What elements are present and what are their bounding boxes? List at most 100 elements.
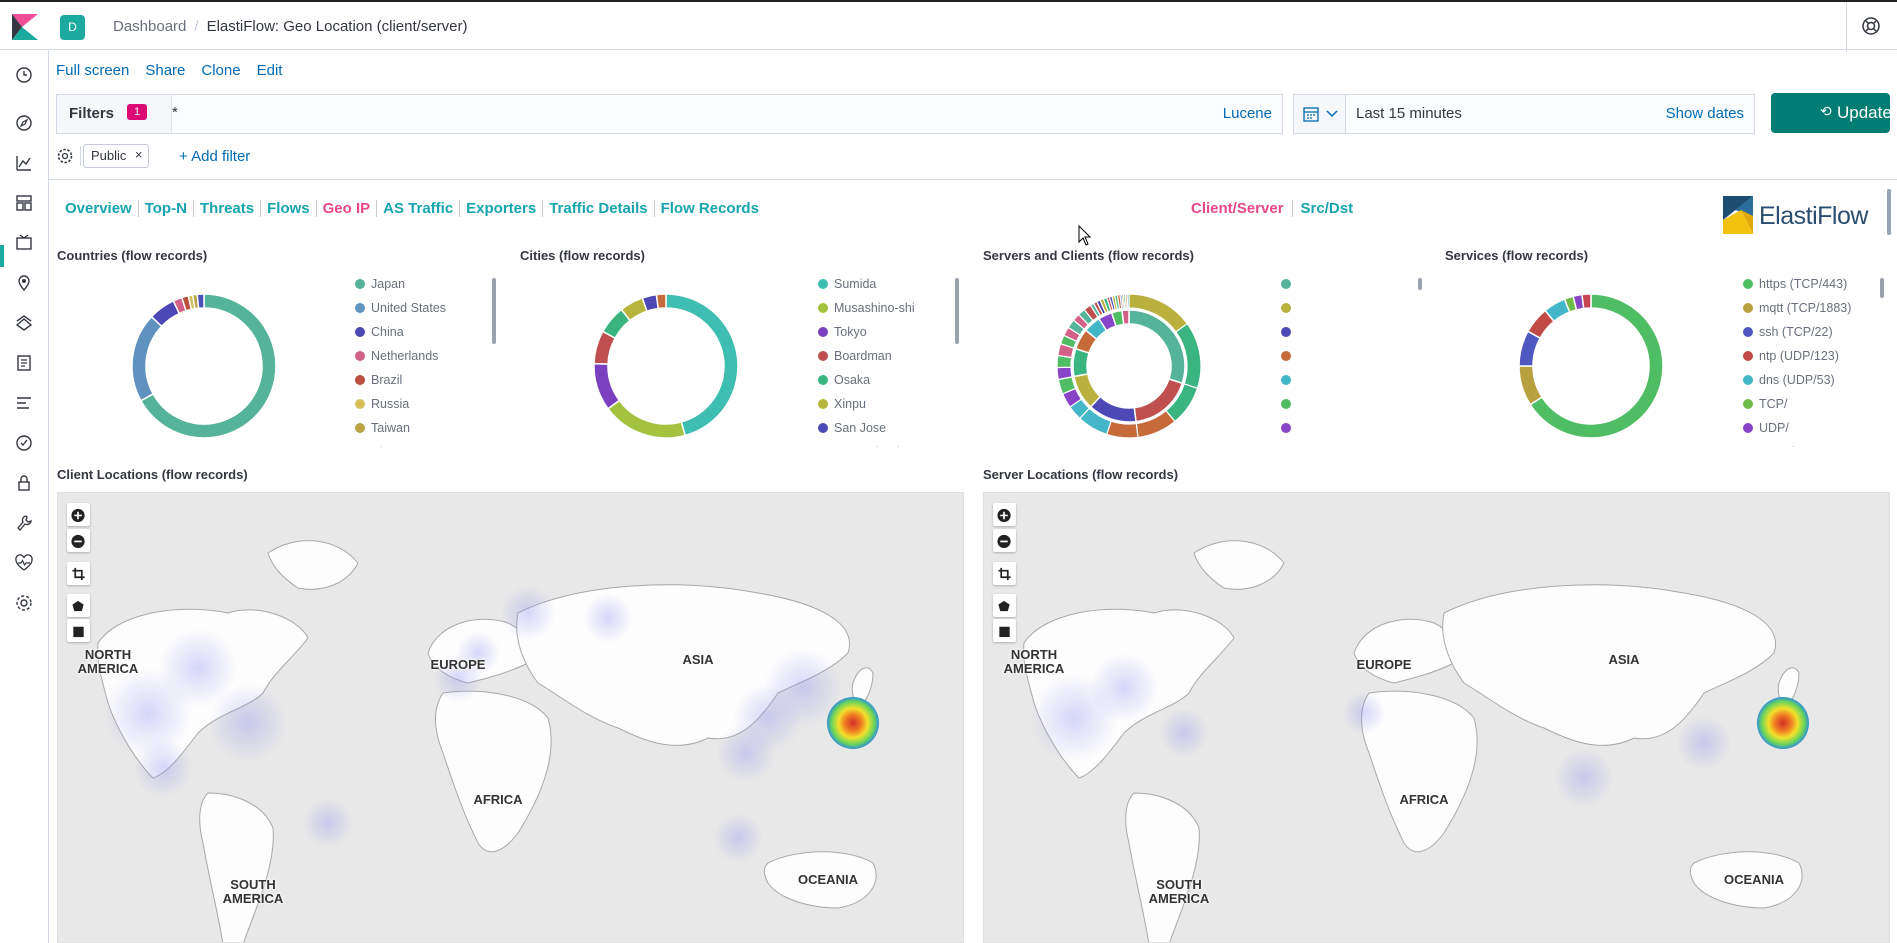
query-language-button[interactable]: Lucene bbox=[1222, 105, 1272, 122]
services-legend-item[interactable]: dns (UDP/53) bbox=[1743, 368, 1863, 392]
cities-donut-chart[interactable] bbox=[586, 286, 746, 446]
dashboard-scrollbar[interactable] bbox=[1887, 189, 1891, 235]
zoom-in-icon[interactable] bbox=[67, 503, 90, 526]
services-legend-item[interactable]: TCP/ bbox=[1743, 392, 1863, 416]
polygon-draw-icon[interactable] bbox=[993, 594, 1016, 617]
apm-icon[interactable] bbox=[14, 393, 34, 413]
tab-threats[interactable]: Threats bbox=[194, 200, 262, 217]
sunburst-inner-slice[interactable] bbox=[1121, 309, 1130, 326]
servers-clients-legend-scrollbar[interactable] bbox=[1418, 278, 1422, 290]
tab-flows[interactable]: Flows bbox=[261, 200, 317, 217]
servers-clients-sunburst-chart[interactable] bbox=[1049, 286, 1209, 446]
help-menu-icon[interactable] bbox=[1861, 16, 1881, 36]
monitoring-icon[interactable] bbox=[14, 553, 34, 573]
services-slice-https-tcp-443-[interactable] bbox=[1529, 293, 1664, 439]
update-button[interactable]: ⟲ Update bbox=[1771, 93, 1892, 133]
cities-legend-scrollbar[interactable] bbox=[955, 278, 959, 344]
countries-legend-item[interactable]: Russia bbox=[355, 392, 460, 416]
zoom-out-icon[interactable] bbox=[993, 529, 1016, 552]
crop-icon[interactable] bbox=[67, 562, 90, 585]
uptime-icon[interactable] bbox=[14, 433, 34, 453]
logs-icon[interactable] bbox=[14, 353, 34, 373]
remove-filter-icon[interactable]: × bbox=[134, 147, 143, 162]
query-input[interactable]: * bbox=[172, 104, 178, 121]
rectangle-draw-icon[interactable] bbox=[67, 619, 90, 642]
filters-button[interactable]: Filters 1 bbox=[57, 95, 172, 133]
tab-exporters[interactable]: Exporters bbox=[460, 200, 544, 217]
sunburst-outer-slice[interactable] bbox=[1126, 293, 1130, 309]
zoom-out-icon[interactable] bbox=[67, 529, 90, 552]
cities-legend-item[interactable]: Sumida bbox=[818, 272, 923, 296]
cities-slice-tokyo[interactable] bbox=[593, 362, 621, 410]
countries-slice-united-states[interactable] bbox=[131, 315, 163, 402]
services-legend-item[interactable]: UDP/ bbox=[1743, 416, 1863, 440]
cities-legend-item[interactable]: Osaka bbox=[818, 368, 923, 392]
services-donut-chart[interactable] bbox=[1511, 286, 1671, 446]
servers-clients-legend-item[interactable] bbox=[1281, 392, 1401, 416]
sunburst-outer-slice[interactable] bbox=[1056, 366, 1073, 381]
tab-overview[interactable]: Overview bbox=[65, 200, 139, 217]
cities-legend-item[interactable]: Boardman bbox=[818, 344, 923, 368]
countries-legend-item[interactable]: Singapore bbox=[355, 440, 460, 447]
discover-icon[interactable] bbox=[14, 113, 34, 133]
dev-tools-icon[interactable] bbox=[14, 513, 34, 533]
quick-date-menu-button[interactable] bbox=[1294, 95, 1346, 133]
services-legend-item[interactable]: ntp (UDP/123) bbox=[1743, 344, 1863, 368]
services-legend-item[interactable]: ssh (TCP/22) bbox=[1743, 320, 1863, 344]
cities-legend-item[interactable]: Xinpu bbox=[818, 392, 923, 416]
server-locations-map[interactable]: NORTH AMERICA EUROPE ASIA AFRICA SOUTH AMERI… bbox=[983, 492, 1890, 943]
countries-legend-item[interactable]: Netherlands bbox=[355, 344, 460, 368]
space-avatar[interactable]: D bbox=[60, 15, 85, 40]
servers-clients-legend-item[interactable] bbox=[1281, 320, 1401, 344]
filter-pill-public[interactable]: Public × bbox=[83, 144, 150, 168]
servers-clients-legend-item[interactable] bbox=[1281, 368, 1401, 392]
servers-clients-legend-item[interactable] bbox=[1281, 296, 1401, 320]
cities-slice-mountain-view[interactable] bbox=[655, 293, 667, 310]
countries-legend-item[interactable]: United States bbox=[355, 296, 460, 320]
filter-settings-gear-icon[interactable] bbox=[56, 147, 74, 165]
sunburst-outer-slice[interactable] bbox=[1105, 420, 1139, 439]
servers-clients-legend-item[interactable] bbox=[1281, 416, 1401, 440]
kibana-logo-icon[interactable] bbox=[12, 14, 38, 40]
tab-client-server[interactable]: Client/Server bbox=[1183, 200, 1293, 217]
full-screen-link[interactable]: Full screen bbox=[56, 62, 130, 79]
services-legend-item[interactable]: ICMP/0 bbox=[1743, 440, 1863, 447]
services-slice-mqtt-tcp-1883-[interactable] bbox=[1518, 365, 1544, 406]
countries-slice-singapore[interactable] bbox=[196, 293, 205, 310]
services-slice-icmp-0[interactable] bbox=[1581, 293, 1592, 310]
servers-clients-legend-item[interactable] bbox=[1281, 440, 1401, 447]
management-gear-icon[interactable] bbox=[14, 593, 34, 613]
siem-icon[interactable] bbox=[14, 473, 34, 493]
cities-legend-item[interactable]: Mountain View bbox=[818, 440, 923, 447]
visualize-icon[interactable] bbox=[14, 153, 34, 173]
client-locations-map[interactable]: NORTH AMERICA EUROPE ASIA AFRICA SOUTH AMERI… bbox=[57, 492, 964, 943]
rectangle-draw-icon[interactable] bbox=[993, 619, 1016, 642]
share-link[interactable]: Share bbox=[145, 62, 186, 79]
servers-clients-legend-item[interactable] bbox=[1281, 272, 1401, 296]
cities-legend-item[interactable]: Tokyo bbox=[818, 320, 923, 344]
cities-slice-musashino-shi[interactable] bbox=[606, 399, 686, 439]
countries-legend-item[interactable]: Taiwan bbox=[355, 416, 460, 440]
add-filter-link[interactable]: + Add filter bbox=[179, 148, 251, 165]
zoom-in-icon[interactable] bbox=[993, 503, 1016, 526]
dashboard-icon[interactable] bbox=[14, 193, 34, 213]
countries-legend-item[interactable]: Brazil bbox=[355, 368, 460, 392]
cities-legend-item[interactable]: San Jose bbox=[818, 416, 923, 440]
tab-src-dst[interactable]: Src/Dst bbox=[1300, 200, 1354, 217]
tab-traffic-details[interactable]: Traffic Details bbox=[543, 200, 655, 217]
tab-geo-ip[interactable]: Geo IP bbox=[317, 200, 378, 217]
recently-viewed-icon[interactable] bbox=[14, 65, 34, 85]
tab-flow-records[interactable]: Flow Records bbox=[660, 200, 759, 217]
polygon-draw-icon[interactable] bbox=[67, 594, 90, 617]
clone-link[interactable]: Clone bbox=[201, 62, 241, 79]
services-legend-item[interactable]: mqtt (TCP/1883) bbox=[1743, 296, 1863, 320]
countries-donut-chart[interactable] bbox=[124, 286, 284, 446]
crop-icon[interactable] bbox=[993, 562, 1016, 585]
breadcrumb-dashboard-link[interactable]: Dashboard bbox=[113, 18, 187, 35]
edit-link[interactable]: Edit bbox=[256, 62, 283, 79]
maps-icon[interactable] bbox=[14, 273, 34, 293]
services-legend-item[interactable]: https (TCP/443) bbox=[1743, 272, 1863, 296]
canvas-icon[interactable] bbox=[14, 233, 34, 253]
cities-slice-sumida[interactable] bbox=[665, 293, 739, 437]
cities-legend-item[interactable]: Musashino-shi bbox=[818, 296, 923, 320]
